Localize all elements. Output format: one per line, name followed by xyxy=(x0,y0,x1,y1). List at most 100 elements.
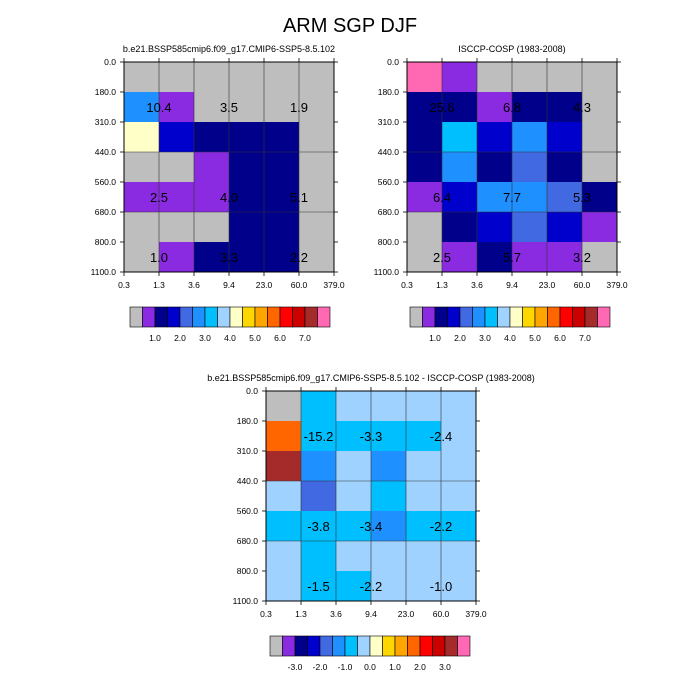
heatmap-cell xyxy=(407,181,443,213)
data-label: 10.4 xyxy=(146,100,171,115)
heatmap-cell xyxy=(124,241,160,273)
x-tick-label: 60.0 xyxy=(574,280,591,290)
heatmap-cell xyxy=(336,570,372,602)
y-tick-label: 310.0 xyxy=(237,446,259,456)
heatmap-cell xyxy=(582,91,618,123)
heatmap-cell xyxy=(582,62,618,93)
heatmap-cell xyxy=(406,450,442,482)
colorbar-swatch xyxy=(282,635,296,657)
heatmap-cell xyxy=(406,570,442,602)
heatmap-cell xyxy=(229,152,265,183)
figure-title: ARM SGP DJF xyxy=(283,15,417,37)
x-tick-label: 9.4 xyxy=(365,609,377,619)
heatmap-cell xyxy=(582,212,618,243)
y-tick-label: 0.0 xyxy=(387,57,399,67)
colorbar-1: 1.0 2.0 3.0 4.0 5.0 6.0 7.0 xyxy=(129,306,331,343)
colorbar-swatch xyxy=(292,306,306,328)
heatmap-cell xyxy=(301,510,337,542)
colorbar-tick-label: -3.0 xyxy=(288,662,303,672)
heatmap-cell xyxy=(407,91,443,123)
heatmap-cell xyxy=(301,570,337,602)
y-tick-label: 440.0 xyxy=(378,147,400,157)
heatmap-cell xyxy=(301,481,337,512)
heatmap-cell xyxy=(371,391,407,422)
y-tick-label: 0.0 xyxy=(104,57,116,67)
colorbar-swatch xyxy=(344,635,358,657)
heatmap-cell xyxy=(441,420,477,452)
colorbar-swatch xyxy=(382,635,396,657)
colorbar-tick-label: 6.0 xyxy=(274,333,286,343)
colorbar-tick-label: 6.0 xyxy=(554,333,566,343)
colorbar-tick-label: 4.0 xyxy=(504,333,516,343)
y-tick-label: 310.0 xyxy=(95,117,117,127)
y-tick-label: 440.0 xyxy=(95,147,117,157)
heatmap-cell xyxy=(477,121,513,153)
heatmap-cell xyxy=(371,450,407,482)
heatmap-cell xyxy=(124,181,160,213)
colorbar-tick-label: 4.0 xyxy=(224,333,236,343)
heatmap-cell xyxy=(442,181,478,213)
x-tick-label: 1.3 xyxy=(295,609,307,619)
colorbar-swatch xyxy=(304,306,318,328)
x-tick-label: 60.0 xyxy=(291,280,308,290)
heatmap-cell xyxy=(336,510,372,542)
heatmap-cell xyxy=(229,91,265,123)
colorbar-swatch xyxy=(357,635,371,657)
y-tick-label: 1100.0 xyxy=(233,596,259,606)
heatmap-panel-1: b.e21.BSSP585cmip6.f09_g17.CMIP6-SSP5-8.… xyxy=(91,44,345,290)
x-tick-label: 23.0 xyxy=(539,280,556,290)
heatmap-cell xyxy=(547,241,583,273)
colorbar-swatch xyxy=(394,635,408,657)
heatmap-cell xyxy=(547,152,583,183)
colorbar-swatch xyxy=(294,635,308,657)
heatmap-cell xyxy=(547,91,583,123)
heatmap-cell xyxy=(299,62,335,93)
colorbar-swatch xyxy=(242,306,256,328)
data-label: -3.3 xyxy=(360,429,382,444)
heatmap-cell xyxy=(264,152,300,183)
x-tick-label: 23.0 xyxy=(256,280,273,290)
x-tick-label: 0.3 xyxy=(260,609,272,619)
heatmap-cell xyxy=(477,91,513,123)
colorbar-swatch xyxy=(369,635,383,657)
data-label: -1.0 xyxy=(430,579,452,594)
heatmap-cell xyxy=(229,181,265,213)
colorbar-swatch xyxy=(407,635,421,657)
x-tick-label: 60.0 xyxy=(433,609,450,619)
panel-title: b.e21.BSSP585cmip6.f09_g17.CMIP6-SSP5-8.… xyxy=(123,44,335,54)
heatmap-cell xyxy=(194,91,230,123)
colorbar-tick-label: 1.0 xyxy=(149,333,161,343)
heatmap-cell xyxy=(301,391,337,422)
heatmap-cell xyxy=(194,62,230,93)
colorbar-tick-label: 7.0 xyxy=(579,333,591,343)
heatmap-cell xyxy=(477,212,513,243)
colorbar-swatch xyxy=(584,306,598,328)
colorbar-tick-label: 2.0 xyxy=(174,333,186,343)
plots-group: b.e21.BSSP585cmip6.f09_g17.CMIP6-SSP5-8.… xyxy=(91,44,628,619)
heatmap-cell xyxy=(582,181,618,213)
x-tick-label: 379.0 xyxy=(323,280,345,290)
heatmap-cell xyxy=(159,241,195,273)
heatmap-cell xyxy=(512,212,548,243)
heatmap-cell xyxy=(266,481,302,512)
colorbar-tick-label: 3.0 xyxy=(199,333,211,343)
heatmap-cell xyxy=(299,152,335,183)
heatmap-cell xyxy=(407,212,443,243)
heatmap-cell xyxy=(582,152,618,183)
y-tick-label: 180.0 xyxy=(237,416,259,426)
x-tick-label: 9.4 xyxy=(506,280,518,290)
colorbar-tick-label: 3.0 xyxy=(439,662,451,672)
x-tick-label: 1.3 xyxy=(436,280,448,290)
heatmap-cell xyxy=(159,212,195,243)
heatmap-cell xyxy=(371,570,407,602)
data-label: 6.4 xyxy=(433,190,451,205)
data-label: 2.5 xyxy=(150,190,168,205)
heatmap-cell xyxy=(336,541,372,572)
heatmap-cell xyxy=(264,121,300,153)
heatmap-cell xyxy=(264,91,300,123)
heatmap-cell xyxy=(582,121,618,153)
y-tick-label: 560.0 xyxy=(378,177,400,187)
heatmap-cell xyxy=(299,181,335,213)
heatmap-cell xyxy=(442,241,478,273)
heatmap-cell xyxy=(441,570,477,602)
